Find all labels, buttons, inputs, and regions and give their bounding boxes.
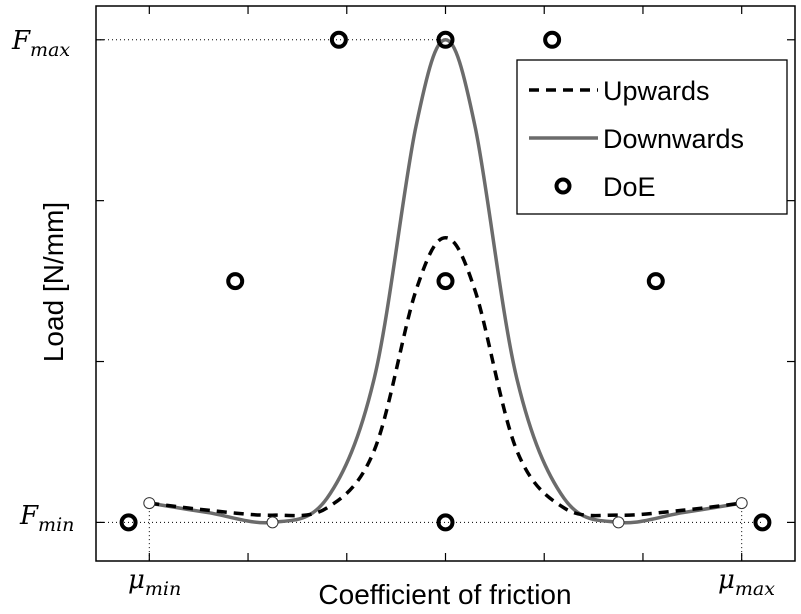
doe-marker <box>226 272 245 291</box>
doe-marker <box>436 272 455 291</box>
doe-marker <box>119 513 138 532</box>
doe-marker <box>753 513 772 532</box>
doe-marker <box>543 30 562 49</box>
control-point-marker <box>266 516 279 529</box>
series-line-upwards <box>149 235 742 518</box>
axis-ticks <box>96 6 795 561</box>
x-axis-title: Coefficient of friction <box>318 579 571 610</box>
doe-markers <box>119 30 772 532</box>
curves <box>149 38 742 525</box>
y-tick-label-max: Fmax <box>11 26 70 61</box>
x-tick-label-max: μmax <box>718 565 775 600</box>
series-line-downwards <box>149 38 742 525</box>
control-points <box>143 497 748 529</box>
control-point-marker <box>143 497 156 510</box>
y-tick-label-min: Fmin <box>19 501 74 536</box>
legend: Upwards Downwards DoE <box>516 59 788 215</box>
legend-label-downwards: Downwards <box>603 124 744 154</box>
legend-label-doe: DoE <box>603 172 656 202</box>
legend-swatch-doe <box>554 177 572 195</box>
legend-label-upwards: Upwards <box>603 76 710 106</box>
doe-marker <box>436 30 455 49</box>
y-axis-title: Load [N/mm] <box>38 202 69 362</box>
doe-marker <box>646 272 665 291</box>
control-point-marker <box>735 497 748 510</box>
x-tick-label-min: μmin <box>128 565 181 600</box>
control-point-marker <box>612 516 625 529</box>
doe-marker <box>329 30 348 49</box>
doe-marker <box>436 513 455 532</box>
guide-lines <box>96 39 763 561</box>
